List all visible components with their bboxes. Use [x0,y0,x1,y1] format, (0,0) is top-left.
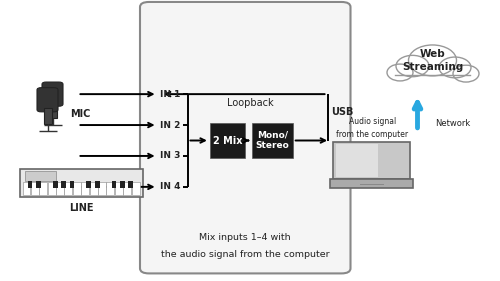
Bar [20,169,142,197]
Text: Audio signal
from the computer: Audio signal from the computer [336,117,408,139]
Text: IN 4: IN 4 [160,182,180,191]
Bar [70,181,74,188]
Bar [28,181,32,188]
Bar [95,181,100,188]
Bar [332,142,410,178]
FancyBboxPatch shape [140,2,350,273]
Text: Mix inputs 1–4 with: Mix inputs 1–4 with [200,233,291,242]
Bar [120,181,124,188]
Text: USB: USB [332,107,353,117]
Bar [31,182,39,195]
Ellipse shape [396,55,429,77]
Text: Network: Network [435,119,470,128]
Ellipse shape [439,57,471,78]
FancyBboxPatch shape [252,124,293,157]
Bar [40,182,47,195]
Bar [395,66,470,76]
Ellipse shape [408,45,457,76]
Bar [48,182,56,195]
Text: Mono/
Stereo: Mono/ Stereo [256,131,290,150]
Text: IN 1: IN 1 [160,90,180,99]
Bar [98,182,106,195]
Bar [112,181,116,188]
Text: MIC: MIC [70,109,90,119]
Bar [90,182,98,195]
Bar [53,181,58,188]
Bar [22,182,30,195]
Bar [64,182,72,195]
Bar [61,181,66,188]
Bar [86,181,91,188]
Text: IN 3: IN 3 [160,151,180,160]
FancyBboxPatch shape [37,88,58,112]
Bar [56,182,64,195]
Bar [73,182,81,195]
Text: IN 2: IN 2 [160,121,180,130]
Text: Loopback: Loopback [226,98,274,108]
Text: LINE: LINE [69,203,94,213]
Text: 2 Mix: 2 Mix [213,135,242,146]
Bar [336,144,378,177]
Bar [123,182,131,195]
Ellipse shape [453,65,479,82]
Bar [106,182,114,195]
Bar [128,181,133,188]
Bar [132,182,140,195]
Bar [48,103,56,118]
FancyBboxPatch shape [210,124,245,157]
Bar [81,182,89,195]
Bar [44,108,52,124]
Bar [36,181,41,188]
Text: Web
Streaming: Web Streaming [402,49,463,72]
Ellipse shape [387,64,413,81]
FancyBboxPatch shape [42,82,63,106]
Text: the audio signal from the computer: the audio signal from the computer [161,250,330,259]
Bar [25,171,56,181]
Bar [115,182,122,195]
Bar [330,178,412,189]
